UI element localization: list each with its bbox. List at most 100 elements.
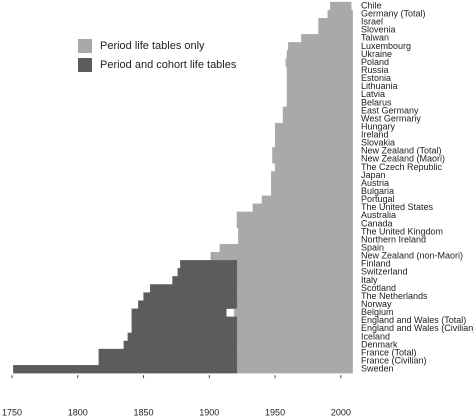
category-label: Finland xyxy=(361,259,391,269)
range-bar xyxy=(236,260,353,269)
range-bar xyxy=(318,17,353,27)
range-bar xyxy=(236,356,353,366)
category-label: Austria xyxy=(361,178,389,188)
legend-swatch xyxy=(78,58,92,72)
range-bar xyxy=(236,284,353,293)
category-label: Sweden xyxy=(361,364,394,374)
category-label: Estonia xyxy=(361,73,391,83)
category-label: The Netherlands xyxy=(361,291,428,301)
range-bar xyxy=(301,34,353,43)
category-label: Ukraine xyxy=(361,49,392,59)
range-bar xyxy=(238,235,353,245)
category-label: Lithuania xyxy=(361,81,398,91)
category-label: Spain xyxy=(361,243,384,253)
range-bar xyxy=(236,324,353,334)
range-bar xyxy=(127,332,238,342)
category-label: Switzerland xyxy=(361,267,408,277)
range-bar xyxy=(288,42,353,51)
range-bar xyxy=(238,227,353,237)
range-bar xyxy=(210,252,353,261)
category-label: Australia xyxy=(361,210,396,220)
category-label: New Zealand (Total) xyxy=(361,146,442,156)
range-bar xyxy=(236,348,353,358)
x-tick-label: 1950 xyxy=(265,408,285,417)
range-bar xyxy=(286,66,353,75)
category-label: Germany (Total) xyxy=(361,8,426,18)
category-label: New Zealand (non-Maori) xyxy=(361,251,463,261)
category-label: France (Civilian) xyxy=(361,355,427,365)
range-bar xyxy=(123,340,238,350)
category-label: The United States xyxy=(361,202,434,212)
legend-label: Period life tables only xyxy=(100,40,205,52)
range-bar xyxy=(236,276,353,285)
category-label: Northern Ireland xyxy=(361,234,426,244)
range-bar xyxy=(318,26,353,35)
range-bar xyxy=(270,171,353,180)
range-bar xyxy=(236,340,353,350)
range-bar xyxy=(327,9,353,19)
range-bar xyxy=(261,195,353,204)
x-tick-label: 2000 xyxy=(331,408,351,417)
category-label: Bulgaria xyxy=(361,186,394,196)
legend-label: Period and cohort life tables xyxy=(100,59,237,71)
category-label: Slovakia xyxy=(361,138,395,148)
range-bar xyxy=(98,348,238,358)
range-bar xyxy=(272,155,353,164)
category-label: Norway xyxy=(361,299,392,309)
range-bar xyxy=(236,300,353,309)
category-label: Chile xyxy=(361,0,382,10)
range-bar xyxy=(286,50,353,59)
range-bar xyxy=(236,292,353,301)
category-label: England and Wales (Total) xyxy=(361,315,466,325)
range-bar xyxy=(272,147,353,156)
category-label: Hungary xyxy=(361,121,396,131)
range-bar xyxy=(131,308,227,317)
range-bar xyxy=(236,316,353,325)
legend-swatch xyxy=(78,39,92,53)
range-bar xyxy=(131,316,238,325)
category-label: Israel xyxy=(361,17,383,27)
category-label: New Zealand (Maori) xyxy=(361,154,445,164)
category-label: England and Wales (Civilian) xyxy=(361,323,474,333)
category-label: Slovenia xyxy=(361,25,396,35)
range-bar xyxy=(282,114,353,124)
category-label: Japan xyxy=(361,170,386,180)
range-bar xyxy=(180,260,238,269)
category-label: Belgium xyxy=(361,307,394,317)
range-bar xyxy=(270,179,353,188)
range-bar xyxy=(282,106,353,116)
range-bar xyxy=(234,308,353,317)
x-tick-label: 1900 xyxy=(199,408,219,417)
category-label: France (Total) xyxy=(361,347,417,357)
range-bar xyxy=(270,187,353,196)
range-bar xyxy=(143,292,238,301)
category-label: Denmark xyxy=(361,339,398,349)
range-bar xyxy=(274,139,353,148)
range-bar xyxy=(236,219,353,229)
range-bar xyxy=(285,58,353,67)
range-bar xyxy=(286,74,353,83)
category-label: Latvia xyxy=(361,89,385,99)
category-label: Belarus xyxy=(361,97,392,107)
range-bar xyxy=(286,98,353,108)
x-tick-label: 1800 xyxy=(68,408,88,417)
range-bar xyxy=(13,364,238,374)
category-label: East Germany xyxy=(361,105,419,115)
category-label: The Czech Republic xyxy=(361,162,443,172)
category-label: Portugal xyxy=(361,194,395,204)
category-label: West Germany xyxy=(361,113,421,123)
category-label: Ireland xyxy=(361,130,389,140)
range-bar xyxy=(98,356,238,366)
x-tick-label: 1850 xyxy=(134,408,154,417)
category-label: Canada xyxy=(361,218,393,228)
range-bar xyxy=(252,203,353,212)
range-bar xyxy=(219,243,353,253)
category-label: The United Kingdom xyxy=(361,226,443,236)
range-bar xyxy=(131,324,238,334)
range-bar xyxy=(286,82,353,91)
range-bar xyxy=(172,276,238,285)
category-label: Russia xyxy=(361,65,389,75)
range-bar xyxy=(236,268,353,277)
range-bar xyxy=(138,300,238,309)
